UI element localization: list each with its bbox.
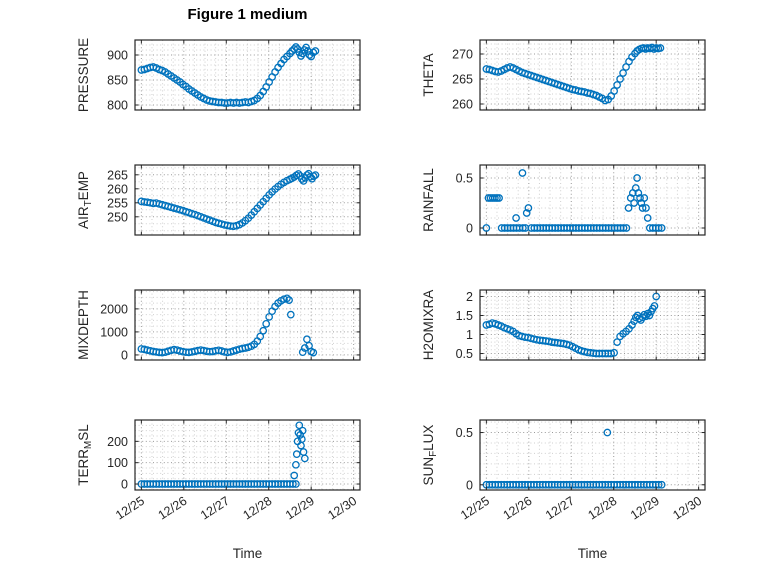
plot-terr-msl: 0 100 200 TERRMSL 12/25 12/26 12/27 12/28 12/29 1… xyxy=(76,419,361,523)
y-tick-label: 260 xyxy=(452,98,473,112)
scatter-markers xyxy=(137,421,309,488)
y-tick-label: 0 xyxy=(121,478,128,492)
subplot-pressure: 800 850 900 PRESSURE xyxy=(40,35,365,160)
subplot-air-temp: 250 255 260 265 AIRTEMP xyxy=(40,160,365,285)
y-axis-label: RAINFALL xyxy=(421,168,436,232)
scatter-markers xyxy=(137,169,320,231)
y-tick-label: 265 xyxy=(107,168,128,182)
y-axis-label: AIRTEMP xyxy=(76,171,94,229)
plot-mixdepth: 0 1000 2000 MIXDEPTH xyxy=(76,289,361,362)
scatter-markers xyxy=(482,169,666,232)
y-axis-label: MIXDEPTH xyxy=(76,290,91,360)
subplot-rainfall: 0 0.5 RAINFALL xyxy=(385,160,710,285)
axes-box xyxy=(479,39,706,111)
scatter-markers xyxy=(482,428,666,489)
grid-lines xyxy=(480,165,705,235)
y-tick-label: 2 xyxy=(466,290,473,304)
subplot-h2omixra: 0.5 1 1.5 2 H2OMIXRA xyxy=(385,285,710,410)
y-tick-label: 0 xyxy=(466,222,473,236)
x-tick-label: 12/29 xyxy=(283,494,317,523)
subplot-sun-flux: 0 0.5 SUNFLUX 12/25 12/26 12/27 12/28 12/29 12/3… xyxy=(385,415,710,583)
grid-lines xyxy=(480,420,705,490)
x-tick-label: 12/25 xyxy=(458,494,492,523)
y-axis-label: TERRMSL xyxy=(76,424,94,486)
figure-title: Figure 1 medium xyxy=(187,6,308,23)
y-tick-label: 0.5 xyxy=(456,426,473,440)
x-axis-label-left: Time xyxy=(232,546,263,561)
y-tick-label: 850 xyxy=(107,74,128,88)
subplot-terr-msl: 0 100 200 TERRMSL 12/25 12/26 12/27 12/28 12/29 1… xyxy=(40,415,365,583)
x-tick-label: 12/29 xyxy=(628,494,662,523)
scatter-markers xyxy=(137,294,318,357)
scatter-markers xyxy=(482,292,661,358)
x-tick-label: 12/27 xyxy=(543,494,577,523)
scatter-markers xyxy=(482,43,665,105)
y-tick-label: 1.5 xyxy=(456,309,473,323)
plot-theta: 260 265 270 THETA xyxy=(421,39,706,112)
plot-h2omixra: 0.5 1 1.5 2 H2OMIXRA xyxy=(421,289,706,361)
y-axis-label: THETA xyxy=(421,53,436,96)
x-tick-label: 12/25 xyxy=(113,494,147,523)
y-tick-label: 270 xyxy=(452,48,473,62)
x-tick-label: 12/30 xyxy=(325,494,359,523)
x-tick-label: 12/28 xyxy=(586,494,620,523)
axes-box xyxy=(479,164,706,236)
y-tick-label: 260 xyxy=(107,182,128,196)
y-tick-label: 265 xyxy=(452,73,473,87)
y-tick-label: 800 xyxy=(107,99,128,113)
x-tick-label: 12/27 xyxy=(198,494,232,523)
grid-lines xyxy=(480,40,705,110)
x-tick-label: 12/26 xyxy=(156,494,190,523)
y-tick-label: 2000 xyxy=(100,302,128,316)
axes-box xyxy=(479,289,706,361)
y-tick-label: 255 xyxy=(107,196,128,210)
y-axis-label: H2OMIXRA xyxy=(421,290,436,361)
x-axis-label-right: Time xyxy=(577,546,608,561)
y-axis-label: PRESSURE xyxy=(76,38,91,112)
axes-box xyxy=(134,419,361,491)
x-tick-label: 12/26 xyxy=(501,494,535,523)
y-tick-label: 900 xyxy=(107,49,128,63)
plot-rainfall: 0 0.5 RAINFALL xyxy=(421,164,706,236)
subplot-theta: 260 265 270 THETA xyxy=(385,35,710,160)
y-tick-label: 1 xyxy=(466,328,473,342)
y-tick-label: 100 xyxy=(107,456,128,470)
y-tick-label: 1000 xyxy=(100,325,128,339)
plot-pressure: 800 850 900 PRESSURE xyxy=(76,38,361,113)
y-tick-label: 250 xyxy=(107,210,128,224)
y-tick-label: 200 xyxy=(107,435,128,449)
y-tick-label: 0 xyxy=(466,478,473,492)
y-tick-label: 0.5 xyxy=(456,172,473,186)
y-axis-label: SUNFLUX xyxy=(421,425,439,486)
axes-box xyxy=(479,419,706,491)
subplot-mixdepth: 0 1000 2000 MIXDEPTH xyxy=(40,285,365,410)
x-tick-label: 12/28 xyxy=(241,494,275,523)
plot-sun-flux: 0 0.5 SUNFLUX 12/25 12/26 12/27 12/28 12/29 12/3… xyxy=(421,419,706,523)
y-tick-label: 0.5 xyxy=(456,347,473,361)
scatter-markers xyxy=(137,43,320,107)
x-tick-label: 12/30 xyxy=(670,494,704,523)
axes-box xyxy=(134,164,361,236)
axes-box xyxy=(134,289,361,361)
y-tick-label: 0 xyxy=(121,348,128,362)
axes-box xyxy=(134,39,361,111)
